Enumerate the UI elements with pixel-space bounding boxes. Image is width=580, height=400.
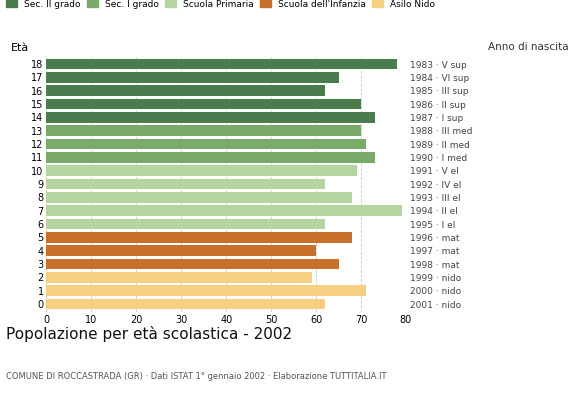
Bar: [46, 272, 311, 283]
Bar: [46, 205, 401, 216]
Bar: [46, 192, 352, 203]
Text: Popolazione per età scolastica - 2002: Popolazione per età scolastica - 2002: [6, 326, 292, 342]
Bar: [46, 112, 375, 123]
Text: Età: Età: [10, 44, 28, 54]
Legend: Sec. II grado, Sec. I grado, Scuola Primaria, Scuola dell'Infanzia, Asilo Nido: Sec. II grado, Sec. I grado, Scuola Prim…: [6, 0, 436, 9]
Bar: [46, 165, 357, 176]
Bar: [46, 152, 375, 163]
Bar: [46, 178, 325, 190]
Bar: [46, 138, 365, 150]
Bar: [46, 245, 316, 256]
Text: COMUNE DI ROCCASTRADA (GR) · Dati ISTAT 1° gennaio 2002 · Elaborazione TUTTITALI: COMUNE DI ROCCASTRADA (GR) · Dati ISTAT …: [6, 372, 386, 381]
Bar: [46, 298, 325, 310]
Bar: [46, 232, 352, 243]
Bar: [46, 125, 361, 136]
Bar: [46, 85, 325, 96]
Text: Anno di nascita: Anno di nascita: [488, 42, 568, 52]
Bar: [46, 218, 325, 230]
Bar: [46, 72, 339, 83]
Bar: [46, 58, 397, 70]
Bar: [46, 285, 365, 296]
Bar: [46, 258, 339, 270]
Bar: [46, 98, 361, 110]
